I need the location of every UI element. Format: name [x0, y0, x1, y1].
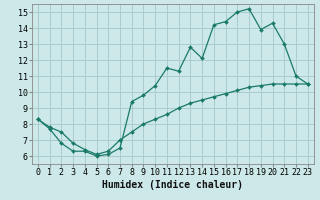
X-axis label: Humidex (Indice chaleur): Humidex (Indice chaleur): [102, 180, 243, 190]
